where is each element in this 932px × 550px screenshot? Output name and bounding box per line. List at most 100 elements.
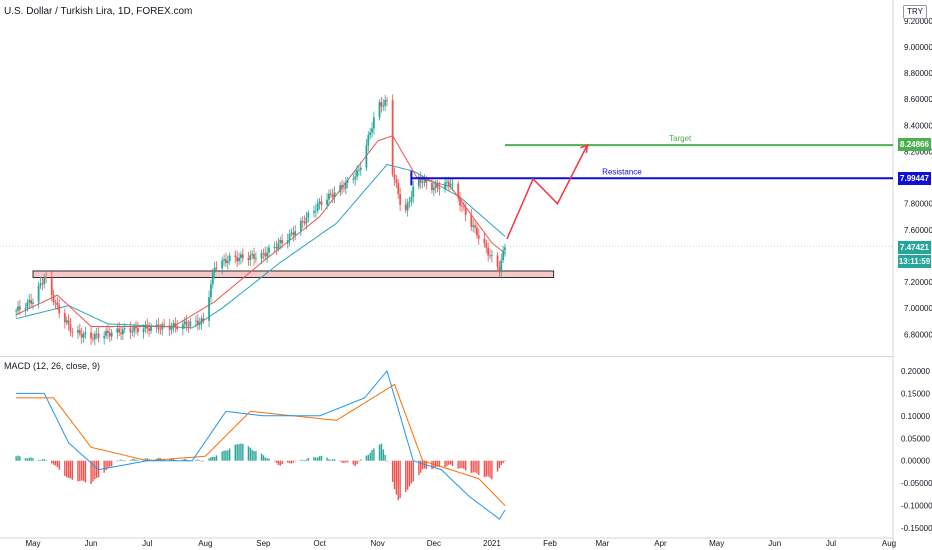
macd-histogram-bar [67, 460, 70, 478]
macd-histogram-bar [489, 460, 491, 478]
macd-histogram-bar [131, 459, 133, 461]
macd-histogram-bar [107, 460, 109, 468]
macd-histogram-bar [116, 460, 118, 462]
candle-body [146, 324, 149, 329]
macd-histogram-bar [330, 459, 332, 461]
candle-body [502, 250, 505, 261]
candle-body [133, 326, 136, 332]
pane-separator[interactable] [0, 356, 893, 357]
macd-histogram-bar [483, 460, 486, 478]
macd-histogram-bar [247, 446, 250, 461]
candle-body [241, 254, 244, 259]
candle-body [277, 243, 280, 249]
projection-arrowhead [580, 143, 589, 154]
macd-line [16, 369, 506, 520]
candle-body [116, 328, 119, 333]
candle-body [380, 102, 383, 107]
candle-body [39, 283, 42, 286]
candle-body [343, 187, 345, 189]
candle-body [123, 328, 126, 330]
candle-body [290, 232, 293, 234]
macd-histogram-bar [170, 458, 173, 461]
macd-histogram-bar [215, 455, 218, 461]
candle-body [118, 328, 121, 333]
macd-histogram-bar [281, 460, 283, 465]
macd-histogram-bar [331, 459, 334, 461]
candle-body [238, 257, 240, 262]
macd-histogram-bar [449, 460, 452, 465]
macd-histogram-bar [184, 458, 186, 461]
candle-body [500, 260, 503, 273]
macd-histogram-bar [64, 460, 66, 476]
candle-body [395, 179, 398, 184]
time-tick-label: Oct [313, 539, 326, 548]
macd-histogram-bar [491, 460, 493, 480]
candle-body [148, 328, 151, 331]
candle-body [71, 331, 74, 333]
macd-histogram-bar [253, 451, 255, 461]
macd-histogram-bar [395, 460, 398, 495]
macd-histogram-bar [37, 459, 40, 461]
macd-histogram-bar [369, 452, 371, 461]
candle-body [150, 326, 152, 331]
macd-histogram-bar [262, 455, 265, 461]
candle-body [225, 259, 227, 264]
currency-badge[interactable]: TRY [903, 5, 927, 19]
candle-body [446, 181, 448, 183]
candle-body [386, 99, 388, 101]
macd-histogram-bar [360, 459, 362, 461]
candle-body [461, 205, 463, 207]
time-tick-label: Jun [768, 539, 781, 548]
macd-histogram-bar [242, 443, 244, 461]
candle-body [142, 328, 145, 333]
candle-body [157, 324, 160, 330]
candle-body [54, 302, 57, 304]
candle-body [476, 227, 478, 236]
macd-histogram-bar [313, 456, 315, 461]
candle-body [187, 325, 190, 327]
macd-histogram-bar [371, 450, 373, 461]
macd-histogram-bar [302, 460, 304, 461]
candle-body [202, 318, 205, 321]
candle-body [268, 247, 270, 253]
candle-body [356, 170, 358, 177]
candle-body [459, 197, 461, 206]
macd-histogram-bar [339, 460, 341, 462]
chart-title: U.S. Dollar / Turkish Lira, 1D, FOREX.co… [4, 6, 193, 17]
macd-histogram-bar [227, 450, 229, 461]
macd-histogram-bar [223, 450, 225, 461]
candle-body [316, 203, 319, 211]
candle-body [333, 192, 336, 198]
candle-body [240, 254, 242, 258]
macd-histogram-bar [474, 460, 476, 473]
candle-body [320, 201, 323, 206]
candle-body [213, 267, 216, 273]
candle-body [288, 233, 291, 241]
time-tick-label: Nov [371, 539, 385, 548]
macd-histogram-bar [260, 453, 263, 461]
macd-histogram-bar [287, 460, 289, 463]
candle-body [431, 182, 433, 191]
candle-body [253, 254, 255, 259]
macd-histogram-bar [228, 448, 231, 461]
candle-body [470, 214, 473, 227]
candle-body [425, 179, 428, 183]
projection-path [506, 144, 589, 240]
candle-body [155, 324, 158, 327]
candle-body [65, 320, 68, 323]
candle-body [131, 331, 134, 333]
macd-histogram-bar [264, 457, 266, 461]
time-tick-label: Dec [427, 539, 441, 548]
macd-histogram-bar [303, 460, 306, 462]
macd-histogram-bar [354, 460, 356, 467]
macd-histogram-bar [77, 460, 79, 482]
macd-histogram-bar [358, 460, 360, 462]
macd-histogram-bar [45, 460, 47, 461]
resistance-label: Resistance [602, 167, 642, 176]
macd-histogram-bar [54, 460, 57, 466]
candle-body [105, 330, 107, 336]
macd-histogram-bar [346, 460, 349, 463]
macd-histogram-bar [406, 460, 409, 490]
macd-histogram-bar [500, 460, 502, 465]
